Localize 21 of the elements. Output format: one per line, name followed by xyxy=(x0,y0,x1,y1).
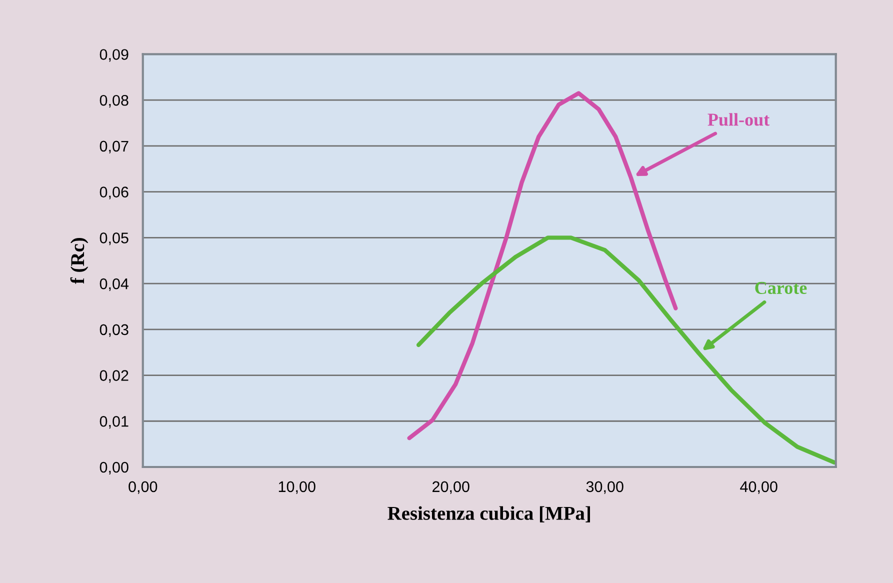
y-axis-title: f (Rc) xyxy=(70,238,88,284)
y-tick-label: 0,03 xyxy=(100,324,128,337)
y-tick-label: 0,01 xyxy=(100,416,128,429)
y-tick-label: 0,04 xyxy=(100,278,129,292)
x-axis-title: Resistenza cubica [MPa] xyxy=(388,506,590,522)
x-tick-label: 30,00 xyxy=(586,481,624,494)
text: Carote xyxy=(755,282,807,294)
y-tick-label: 0,05 xyxy=(100,232,128,246)
x-tick-label: 40,00 xyxy=(740,481,778,494)
y-tick-label: 0,08 xyxy=(100,94,128,108)
y-tick-label: 0,00 xyxy=(100,462,128,474)
line-series xyxy=(407,91,678,440)
x-tick-label: 0,00 xyxy=(128,481,158,494)
y-tick-label: 0,06 xyxy=(100,186,128,200)
y-tick-label: 0,02 xyxy=(100,370,128,383)
y-tick-label: 0,07 xyxy=(100,140,128,154)
x-tick-label: 20,00 xyxy=(432,481,470,494)
x-tick-label: 10,00 xyxy=(278,481,316,494)
text: Pull-out xyxy=(708,113,770,126)
y-tick-label: 0,09 xyxy=(100,49,128,62)
line-series xyxy=(416,236,836,464)
